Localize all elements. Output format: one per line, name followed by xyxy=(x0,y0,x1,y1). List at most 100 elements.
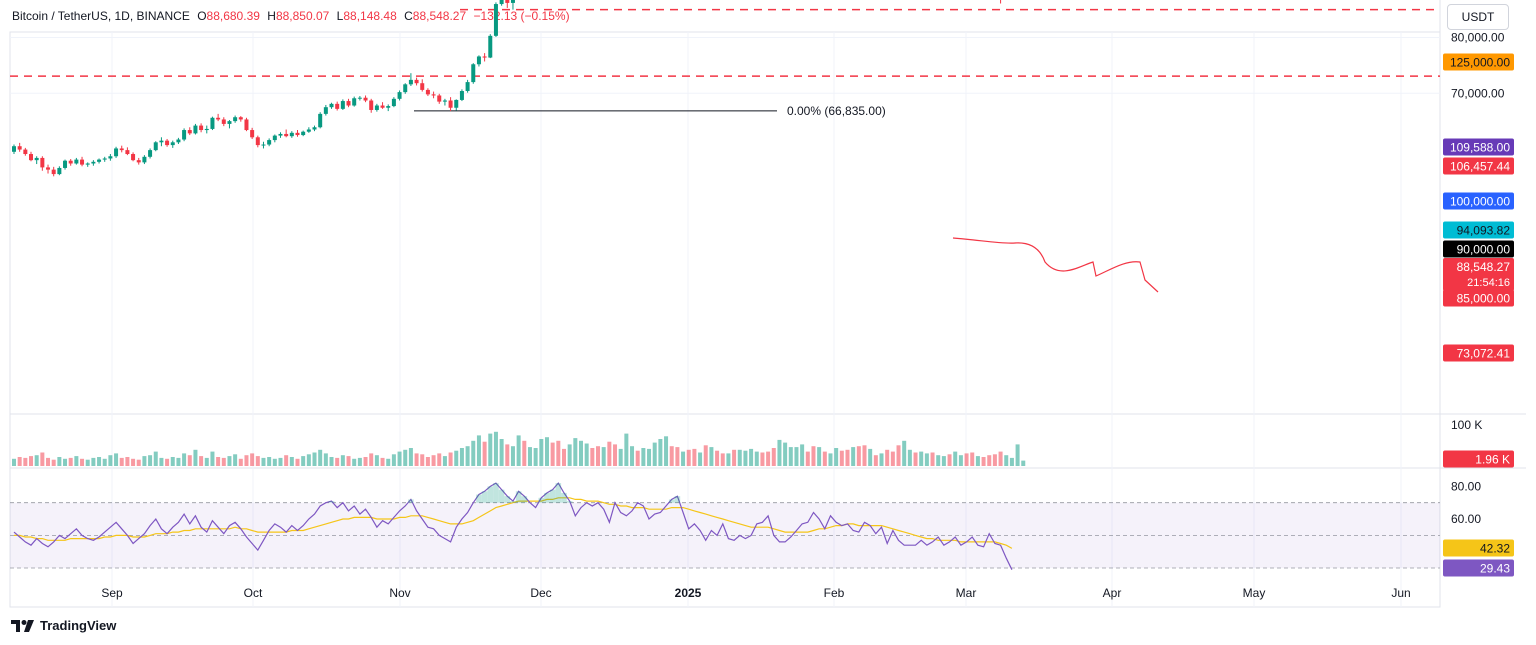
rsi-overbought-fill xyxy=(544,492,550,503)
volume-bar xyxy=(907,449,912,466)
volume-bar xyxy=(397,451,402,466)
candle-body xyxy=(102,158,107,160)
tradingview-logo[interactable]: TradingView xyxy=(11,618,116,633)
candle-body xyxy=(465,82,470,92)
volume-bar xyxy=(828,453,833,466)
volume-bar xyxy=(516,435,521,466)
volume-bar xyxy=(40,452,45,466)
volume-bar xyxy=(369,453,374,466)
candle-body xyxy=(57,167,62,175)
candle-body xyxy=(148,150,153,157)
volume-bar xyxy=(760,452,765,466)
candle-body xyxy=(414,79,419,84)
rsi-tick-label: 60.00 xyxy=(1451,512,1481,526)
candle-body xyxy=(114,148,119,157)
time-tick-label: Feb xyxy=(824,586,845,600)
candle-body xyxy=(267,140,272,145)
candle-body xyxy=(499,0,504,5)
candle-body xyxy=(170,142,175,146)
volume-bar xyxy=(414,453,419,466)
volume-bar xyxy=(125,457,130,466)
candle-body xyxy=(40,157,45,168)
volume-bar xyxy=(726,453,731,466)
volume-bar xyxy=(437,453,442,466)
volume-bar xyxy=(199,456,204,466)
rsi-tick-label: 80.00 xyxy=(1451,479,1481,493)
volume-bar xyxy=(312,452,317,466)
volume-bar xyxy=(805,451,810,466)
volume-bar xyxy=(919,451,924,466)
volume-bar xyxy=(584,443,589,466)
candle-body xyxy=(335,103,340,109)
volume-bar xyxy=(391,454,396,466)
volume-bar xyxy=(68,457,73,466)
volume-bar xyxy=(442,456,447,466)
candle-body xyxy=(74,159,79,164)
volume-bar xyxy=(1009,457,1014,466)
volume-bar xyxy=(74,456,79,466)
projection-path xyxy=(952,237,1159,293)
candle-body xyxy=(284,133,289,137)
time-tick-label: Sep xyxy=(101,586,123,600)
candle-body xyxy=(221,119,226,124)
candle-body xyxy=(476,56,481,65)
volume-bar xyxy=(335,457,340,466)
volume-bar xyxy=(216,457,221,466)
candle-body xyxy=(357,97,362,99)
price-badge: 109,588.00 xyxy=(1450,141,1510,155)
volume-current-badge-bg xyxy=(1443,450,1514,468)
candle-body xyxy=(233,117,238,122)
volume-bar xyxy=(681,451,686,466)
candle-body xyxy=(51,169,56,175)
volume-bar xyxy=(669,446,674,466)
candle-body xyxy=(301,131,306,136)
candle-body xyxy=(119,148,124,151)
price-badge: 73,072.41 xyxy=(1457,347,1511,361)
volume-bar xyxy=(624,433,629,466)
currency-button[interactable]: USDT xyxy=(1447,4,1509,30)
volume-bar xyxy=(607,441,612,466)
volume-bar xyxy=(499,439,504,466)
volume-bar xyxy=(794,447,799,466)
volume-bar xyxy=(29,456,34,466)
current-price-badge-bg xyxy=(1443,258,1514,291)
candle-body xyxy=(176,139,181,143)
close-value: 88,548.27 xyxy=(412,9,467,23)
volume-bar xyxy=(459,448,464,466)
volume-scale-label: 100 K xyxy=(1451,418,1482,432)
rsi-ma-badge-bg xyxy=(1443,539,1514,557)
volume-bar xyxy=(777,439,782,466)
candle-body xyxy=(193,125,198,134)
candle-body xyxy=(425,89,430,95)
time-tick-label: May xyxy=(1243,586,1266,600)
volume-bar xyxy=(51,459,56,466)
symbol-title[interactable]: Bitcoin / TetherUS, 1D, BINANCE xyxy=(12,9,190,23)
volume-bar xyxy=(998,451,1003,466)
candle-body xyxy=(312,127,317,130)
rsi-overbought-fill xyxy=(521,496,528,503)
open-label: O xyxy=(197,9,207,23)
candle-body xyxy=(380,105,385,108)
volume-bar xyxy=(221,457,226,466)
volume-bar xyxy=(941,456,946,466)
volume-bar xyxy=(851,447,856,466)
candle-body xyxy=(397,92,402,99)
candle-body xyxy=(482,56,487,58)
volume-bar xyxy=(902,440,907,466)
candle-body xyxy=(505,0,510,3)
time-tick-label: Jun xyxy=(1391,586,1410,600)
volume-bar xyxy=(454,450,459,466)
candle-body xyxy=(131,154,136,161)
rsi-overbought-fill xyxy=(515,491,522,503)
volume-bar xyxy=(896,445,901,466)
price-badge-bg xyxy=(1443,289,1514,307)
candle-body xyxy=(408,79,413,85)
volume-bar xyxy=(1004,455,1009,466)
rsi-overbought-fill xyxy=(549,489,556,503)
volume-bar xyxy=(493,431,498,466)
volume-bar xyxy=(318,449,323,466)
candle-body xyxy=(216,117,221,120)
candle-body xyxy=(80,159,85,165)
candle-body xyxy=(255,137,260,146)
